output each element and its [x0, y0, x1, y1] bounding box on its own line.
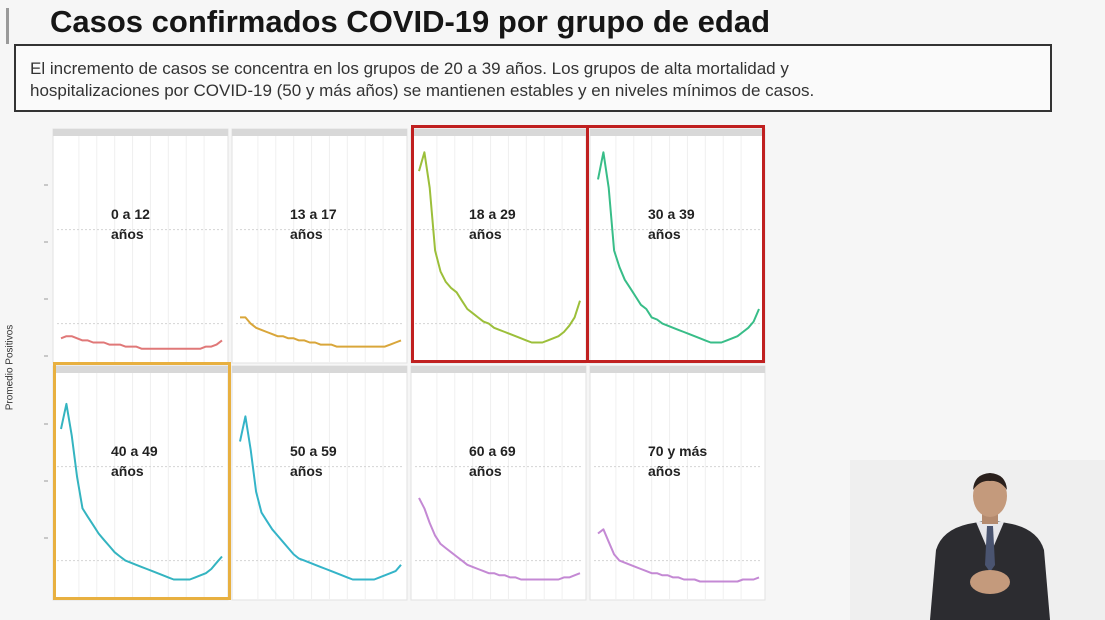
panel-2-label-line1: 18 a 29: [469, 206, 516, 222]
panel-4-label-line2: años: [111, 463, 144, 479]
panel-5-label-line2: años: [290, 463, 323, 479]
panel-7-label-line1: 70 y más: [648, 443, 707, 459]
panel-3-series-line: [597, 151, 760, 344]
summary-line-1: El incremento de casos se concentra en l…: [30, 59, 789, 78]
panel-2-series-line: [418, 151, 581, 344]
panel-7-strip: [590, 366, 765, 373]
panel-6-label-line2: años: [469, 463, 502, 479]
panel-1-series-line: [240, 316, 402, 348]
panel-6-label-line1: 60 a 69: [469, 443, 516, 459]
highlight-box-divider: [586, 125, 589, 363]
panel-1-label-line2: años: [290, 226, 323, 242]
panel-0-label-line1: 0 a 12: [111, 206, 150, 222]
panel-0-series-line: [60, 335, 223, 350]
panel-3-label-line2: años: [648, 226, 681, 242]
panel-5-label-line1: 50 a 59: [290, 443, 337, 459]
panel-4-series-line: [60, 402, 223, 581]
panel-7-series-line: [597, 528, 760, 583]
panel-7-label-line2: años: [648, 463, 681, 479]
title-accent-bar: [6, 8, 9, 44]
summary-box: El incremento de casos se concentra en l…: [14, 44, 1052, 112]
page-title: Casos confirmados COVID-19 por grupo de …: [50, 4, 771, 39]
panel-0-label-line2: años: [111, 226, 144, 242]
panel-4-strip: [53, 366, 228, 373]
sign-language-interpreter: [850, 460, 1105, 620]
panel-6-strip: [411, 366, 586, 373]
panel-3-strip: [590, 129, 765, 136]
panel-2-label-line2: años: [469, 226, 502, 242]
panel-3-label-line1: 30 a 39: [648, 206, 695, 222]
panel-1-label-line1: 13 a 17: [290, 206, 337, 222]
panel-6-series-line: [418, 497, 581, 581]
interpreter-figure: [850, 460, 1105, 620]
summary-line-2: hospitalizaciones por COVID-19 (50 y más…: [30, 81, 815, 100]
panel-4-label-line1: 40 a 49: [111, 443, 158, 459]
panel-2-strip: [411, 129, 586, 136]
panel-1-strip: [232, 129, 407, 136]
panel-5-series-line: [239, 415, 402, 581]
panel-0-strip: [53, 129, 228, 136]
panel-5-strip: [232, 366, 407, 373]
